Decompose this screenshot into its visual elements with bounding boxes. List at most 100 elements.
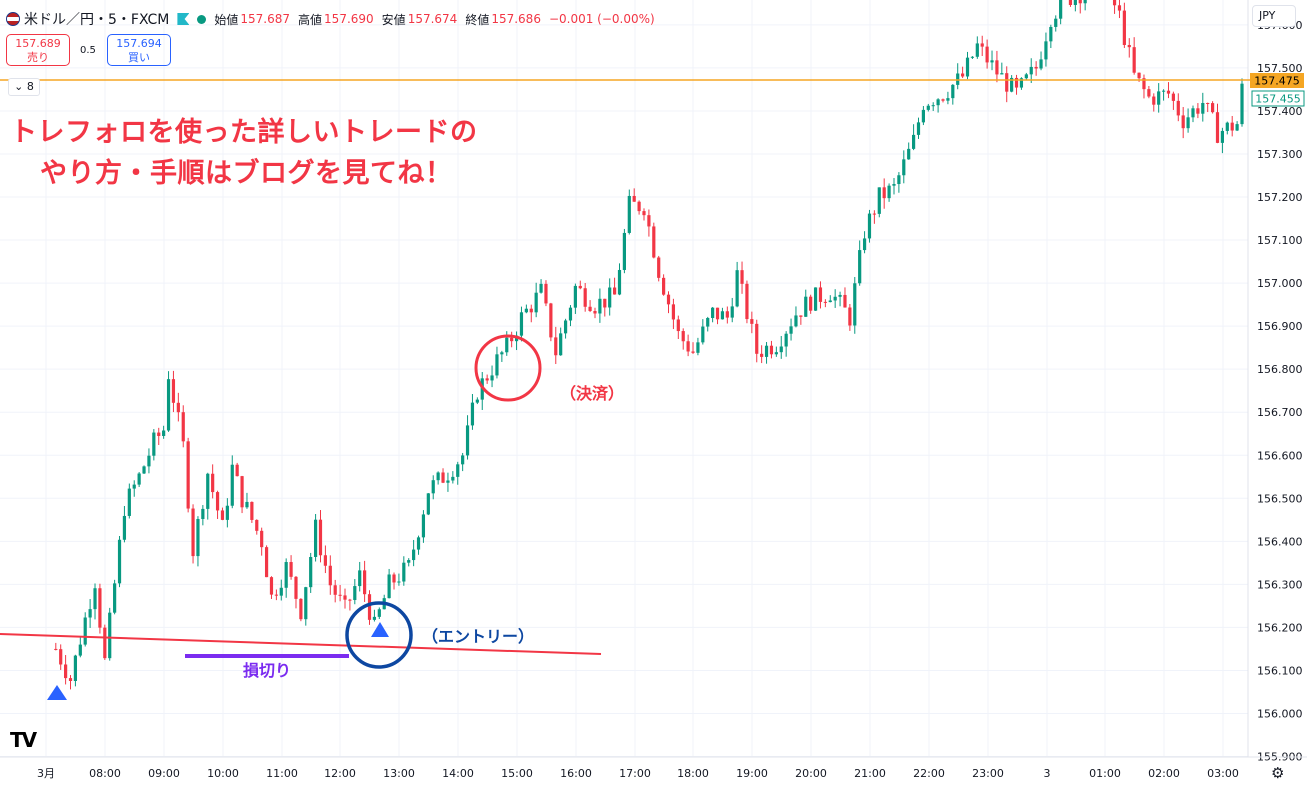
candle-body [926, 105, 930, 110]
candle-body [387, 574, 391, 599]
x-tick-label: 12:00 [324, 767, 356, 780]
sell-label: 売り [27, 51, 49, 64]
candle-body [451, 476, 455, 481]
candle-body [598, 298, 602, 314]
candle-body [363, 570, 367, 595]
candle-body [563, 320, 568, 334]
y-tick-label: 157.100 [1257, 234, 1303, 247]
candle-body [534, 292, 538, 313]
currency-select[interactable]: JPY [1252, 5, 1296, 27]
candle-body [358, 570, 362, 587]
candle-body [186, 441, 190, 509]
entry-circle [345, 601, 413, 669]
gear-icon[interactable]: ⚙ [1271, 764, 1285, 782]
candle-body [985, 46, 989, 63]
candle-body [809, 296, 813, 311]
candle-body [289, 562, 293, 577]
candle-body [377, 609, 381, 617]
exit-circle [474, 334, 542, 402]
candle-body [73, 655, 78, 681]
y-tick-label: 156.400 [1257, 535, 1303, 548]
candle-body [1024, 74, 1028, 79]
candle-body [441, 472, 445, 483]
candle-body [500, 352, 504, 355]
candle-body [103, 627, 107, 659]
x-tick-label: 01:00 [1089, 767, 1121, 780]
candle-body [1171, 93, 1175, 101]
candle-body [176, 402, 180, 413]
candle-body [593, 310, 597, 314]
y-tick-label: 157.000 [1257, 277, 1303, 290]
candle-body [911, 134, 916, 149]
candle-body [549, 303, 553, 338]
candle-body [1191, 108, 1195, 118]
close-label: 終値 [465, 12, 490, 27]
candle-body [1014, 77, 1019, 88]
spread-value: 0.5 [80, 45, 96, 56]
x-tick-label: 15:00 [501, 767, 533, 780]
symbol-title[interactable]: 米ドル／円・5・FXCM [24, 12, 170, 28]
candle-body [412, 549, 416, 561]
candle-body [691, 351, 695, 353]
candle-body [1039, 59, 1043, 69]
candle-body [745, 283, 749, 320]
candle-body [264, 547, 269, 578]
candle-body [1073, 0, 1077, 5]
indicators-toggle-button[interactable]: ⌄ 8 [8, 78, 40, 96]
y-tick-label: 156.700 [1257, 406, 1303, 419]
candle-body [1152, 96, 1156, 105]
y-tick-label: 157.400 [1257, 105, 1303, 118]
candle-body [838, 294, 842, 297]
candle-body [485, 378, 489, 381]
indicators-count: 8 [26, 80, 34, 93]
x-tick-label: 19:00 [736, 767, 768, 780]
candle-body [338, 594, 342, 596]
candle-body [882, 187, 886, 199]
candle-body [676, 319, 680, 332]
candle-body [353, 586, 357, 601]
candle-body [1137, 72, 1141, 79]
candle-body [804, 296, 808, 317]
candle-body [397, 581, 401, 583]
y-tick-label: 156.200 [1257, 621, 1303, 634]
x-tick-label: 21:00 [854, 767, 886, 780]
sell-button[interactable]: 157.689 売り [6, 34, 70, 66]
buy-button[interactable]: 157.694 買い [107, 34, 171, 66]
candle-body [1054, 18, 1058, 27]
candle-body [113, 583, 117, 613]
candle-body [995, 60, 999, 75]
change-value: −0.001 (−0.00%) [548, 12, 655, 26]
candle-body [764, 345, 769, 357]
open-label: 始値 [214, 12, 239, 27]
candle-body [495, 354, 499, 376]
candle-body [647, 215, 651, 227]
candle-body [862, 238, 867, 251]
candle-body [269, 577, 274, 595]
candle-body [980, 43, 984, 47]
candle-body [1210, 103, 1215, 113]
candle-body [367, 594, 372, 620]
candle-body [426, 493, 430, 515]
candle-body [784, 333, 788, 347]
candle-body [505, 337, 509, 353]
x-tick-label: 3 [1044, 767, 1051, 780]
candle-body [789, 326, 793, 334]
candle-body [696, 342, 700, 353]
y-tick-label: 156.900 [1257, 320, 1303, 333]
bookmark-flag-icon[interactable] [177, 13, 190, 25]
tradingview-logo[interactable]: TV [10, 728, 37, 752]
candle-body [794, 315, 798, 327]
usd-jpy-flag-icon [6, 12, 20, 26]
candle-body [887, 185, 891, 199]
candle-body [142, 466, 146, 474]
candle-body [1230, 122, 1234, 131]
x-tick-label: 09:00 [148, 767, 180, 780]
candle-body [568, 307, 573, 321]
candle-body [196, 519, 200, 557]
candle-body [715, 307, 720, 320]
close-value: 157.686 [491, 12, 541, 26]
candle-body [1220, 130, 1224, 143]
candle-body [686, 341, 690, 352]
candle-body [1225, 122, 1229, 131]
